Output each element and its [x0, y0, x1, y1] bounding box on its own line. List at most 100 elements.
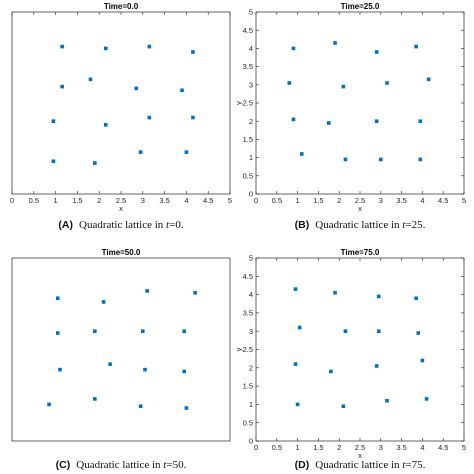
y-tick-label: 4.5 — [243, 272, 253, 281]
data-point — [329, 369, 333, 374]
data-point — [287, 81, 292, 85]
panel-4: Time=75.0 0 0.5 1 1.5 2 2.5 3 3.5 4 4.5 5 0 0.5 1 1.5 2 2… — [234, 248, 466, 471]
data-point — [293, 362, 298, 366]
data-point — [426, 77, 431, 82]
data-point — [343, 329, 348, 333]
data-point — [293, 287, 298, 291]
y-tick-label: 1.5 — [243, 382, 253, 391]
plot-area — [11, 11, 231, 195]
data-point — [47, 402, 51, 407]
x-tick-label: 3.5 — [396, 443, 406, 452]
data-point — [108, 362, 112, 366]
y-tick-label: 3.5 — [243, 309, 253, 318]
data-point — [385, 81, 389, 85]
x-tick-label: 3 — [379, 196, 383, 205]
x-tick-label: 0.5 — [272, 196, 282, 205]
data-point — [193, 290, 197, 295]
data-point — [51, 159, 56, 164]
x-tick-label: 2 — [337, 443, 341, 452]
data-point — [184, 406, 189, 410]
data-point — [414, 44, 418, 49]
y-tick-label: 0.5 — [243, 171, 253, 180]
data-point — [374, 364, 379, 368]
data-point — [88, 77, 93, 82]
x-tick-label: 1.5 — [72, 196, 82, 205]
data-point — [333, 41, 337, 45]
x-tick-label: 4 — [420, 196, 424, 205]
data-point — [143, 367, 147, 372]
x-tick-label: 4.5 — [438, 443, 448, 452]
caption-text: Quadratic lattice in — [76, 459, 163, 471]
data-point — [374, 119, 379, 123]
x-tick-label: 4.5 — [203, 196, 213, 205]
x-tick-label: 1 — [54, 196, 58, 205]
chart-title: Time=0.0 — [104, 2, 139, 11]
y-tick-label: 3 — [249, 327, 253, 336]
y-tick-label: 1.5 — [243, 135, 253, 144]
y-axis-label: y — [234, 101, 243, 105]
x-tick-label: 0 — [10, 196, 14, 205]
data-point — [184, 150, 189, 154]
x-tick-label: 1 — [296, 443, 300, 452]
data-point — [182, 329, 187, 333]
y-tick-label: 4 — [249, 290, 253, 299]
data-point — [55, 331, 60, 335]
data-point — [341, 404, 346, 409]
data-point — [418, 157, 423, 162]
data-point — [147, 44, 152, 49]
data-point — [55, 296, 60, 301]
panel-caption: (D) Quadratic lattice in t=75. — [295, 459, 426, 471]
chart-title: Time=25.0 — [341, 2, 380, 11]
data-point — [103, 46, 108, 51]
data-point — [103, 123, 108, 127]
y-tick-label: 5 — [249, 8, 253, 17]
data-point — [376, 294, 381, 299]
data-point — [60, 84, 64, 89]
plot-area — [255, 257, 465, 442]
data-point — [291, 117, 296, 122]
x-tick-label: 5 — [462, 443, 466, 452]
x-axis-label: x — [358, 204, 362, 213]
data-point — [51, 119, 56, 123]
x-tick-label: 2 — [97, 196, 101, 205]
caption-text: Quadratic lattice in — [315, 219, 402, 231]
caption-eq: =75. — [405, 459, 425, 471]
data-point — [60, 44, 64, 49]
data-point — [424, 397, 429, 401]
data-point — [93, 161, 97, 165]
caption-var: t — [402, 459, 406, 471]
data-point — [134, 86, 139, 91]
chart-title: Time=50.0 — [102, 248, 141, 257]
data-point — [147, 115, 152, 120]
caption-letter: (C) — [56, 459, 71, 471]
x-tick-label: 2.5 — [355, 443, 365, 452]
data-point — [93, 329, 97, 333]
x-tick-label: 0.5 — [272, 443, 282, 452]
data-point — [180, 88, 184, 93]
x-tick-label: 1.5 — [313, 443, 323, 452]
data-point — [191, 115, 195, 120]
panel-3: Time=50.0 (C) Quadratic lattice in t=50. — [11, 248, 231, 471]
x-tick-label: 5 — [228, 196, 232, 205]
panel-caption: (C) Quadratic lattice in t=50. — [56, 459, 187, 471]
data-point — [376, 329, 381, 333]
data-point — [299, 152, 304, 156]
data-point — [141, 329, 145, 333]
caption-eq: =0. — [169, 219, 184, 231]
data-point — [341, 84, 346, 89]
y-tick-label: 2 — [249, 363, 253, 372]
x-tick-label: 4.5 — [438, 196, 448, 205]
data-point — [191, 50, 195, 54]
y-tick-label: 3 — [249, 80, 253, 89]
y-axis-label: y — [234, 347, 243, 351]
caption-var: t — [163, 459, 167, 471]
x-tick-label: 3.5 — [396, 196, 406, 205]
data-point — [297, 325, 302, 330]
data-point — [333, 290, 337, 295]
x-axis-label: x — [358, 451, 362, 460]
plot-area — [11, 257, 231, 442]
x-tick-label: 0.5 — [29, 196, 39, 205]
x-tick-label: 0 — [254, 196, 258, 205]
data-point — [420, 358, 425, 363]
caption-eq: =50. — [166, 459, 186, 471]
